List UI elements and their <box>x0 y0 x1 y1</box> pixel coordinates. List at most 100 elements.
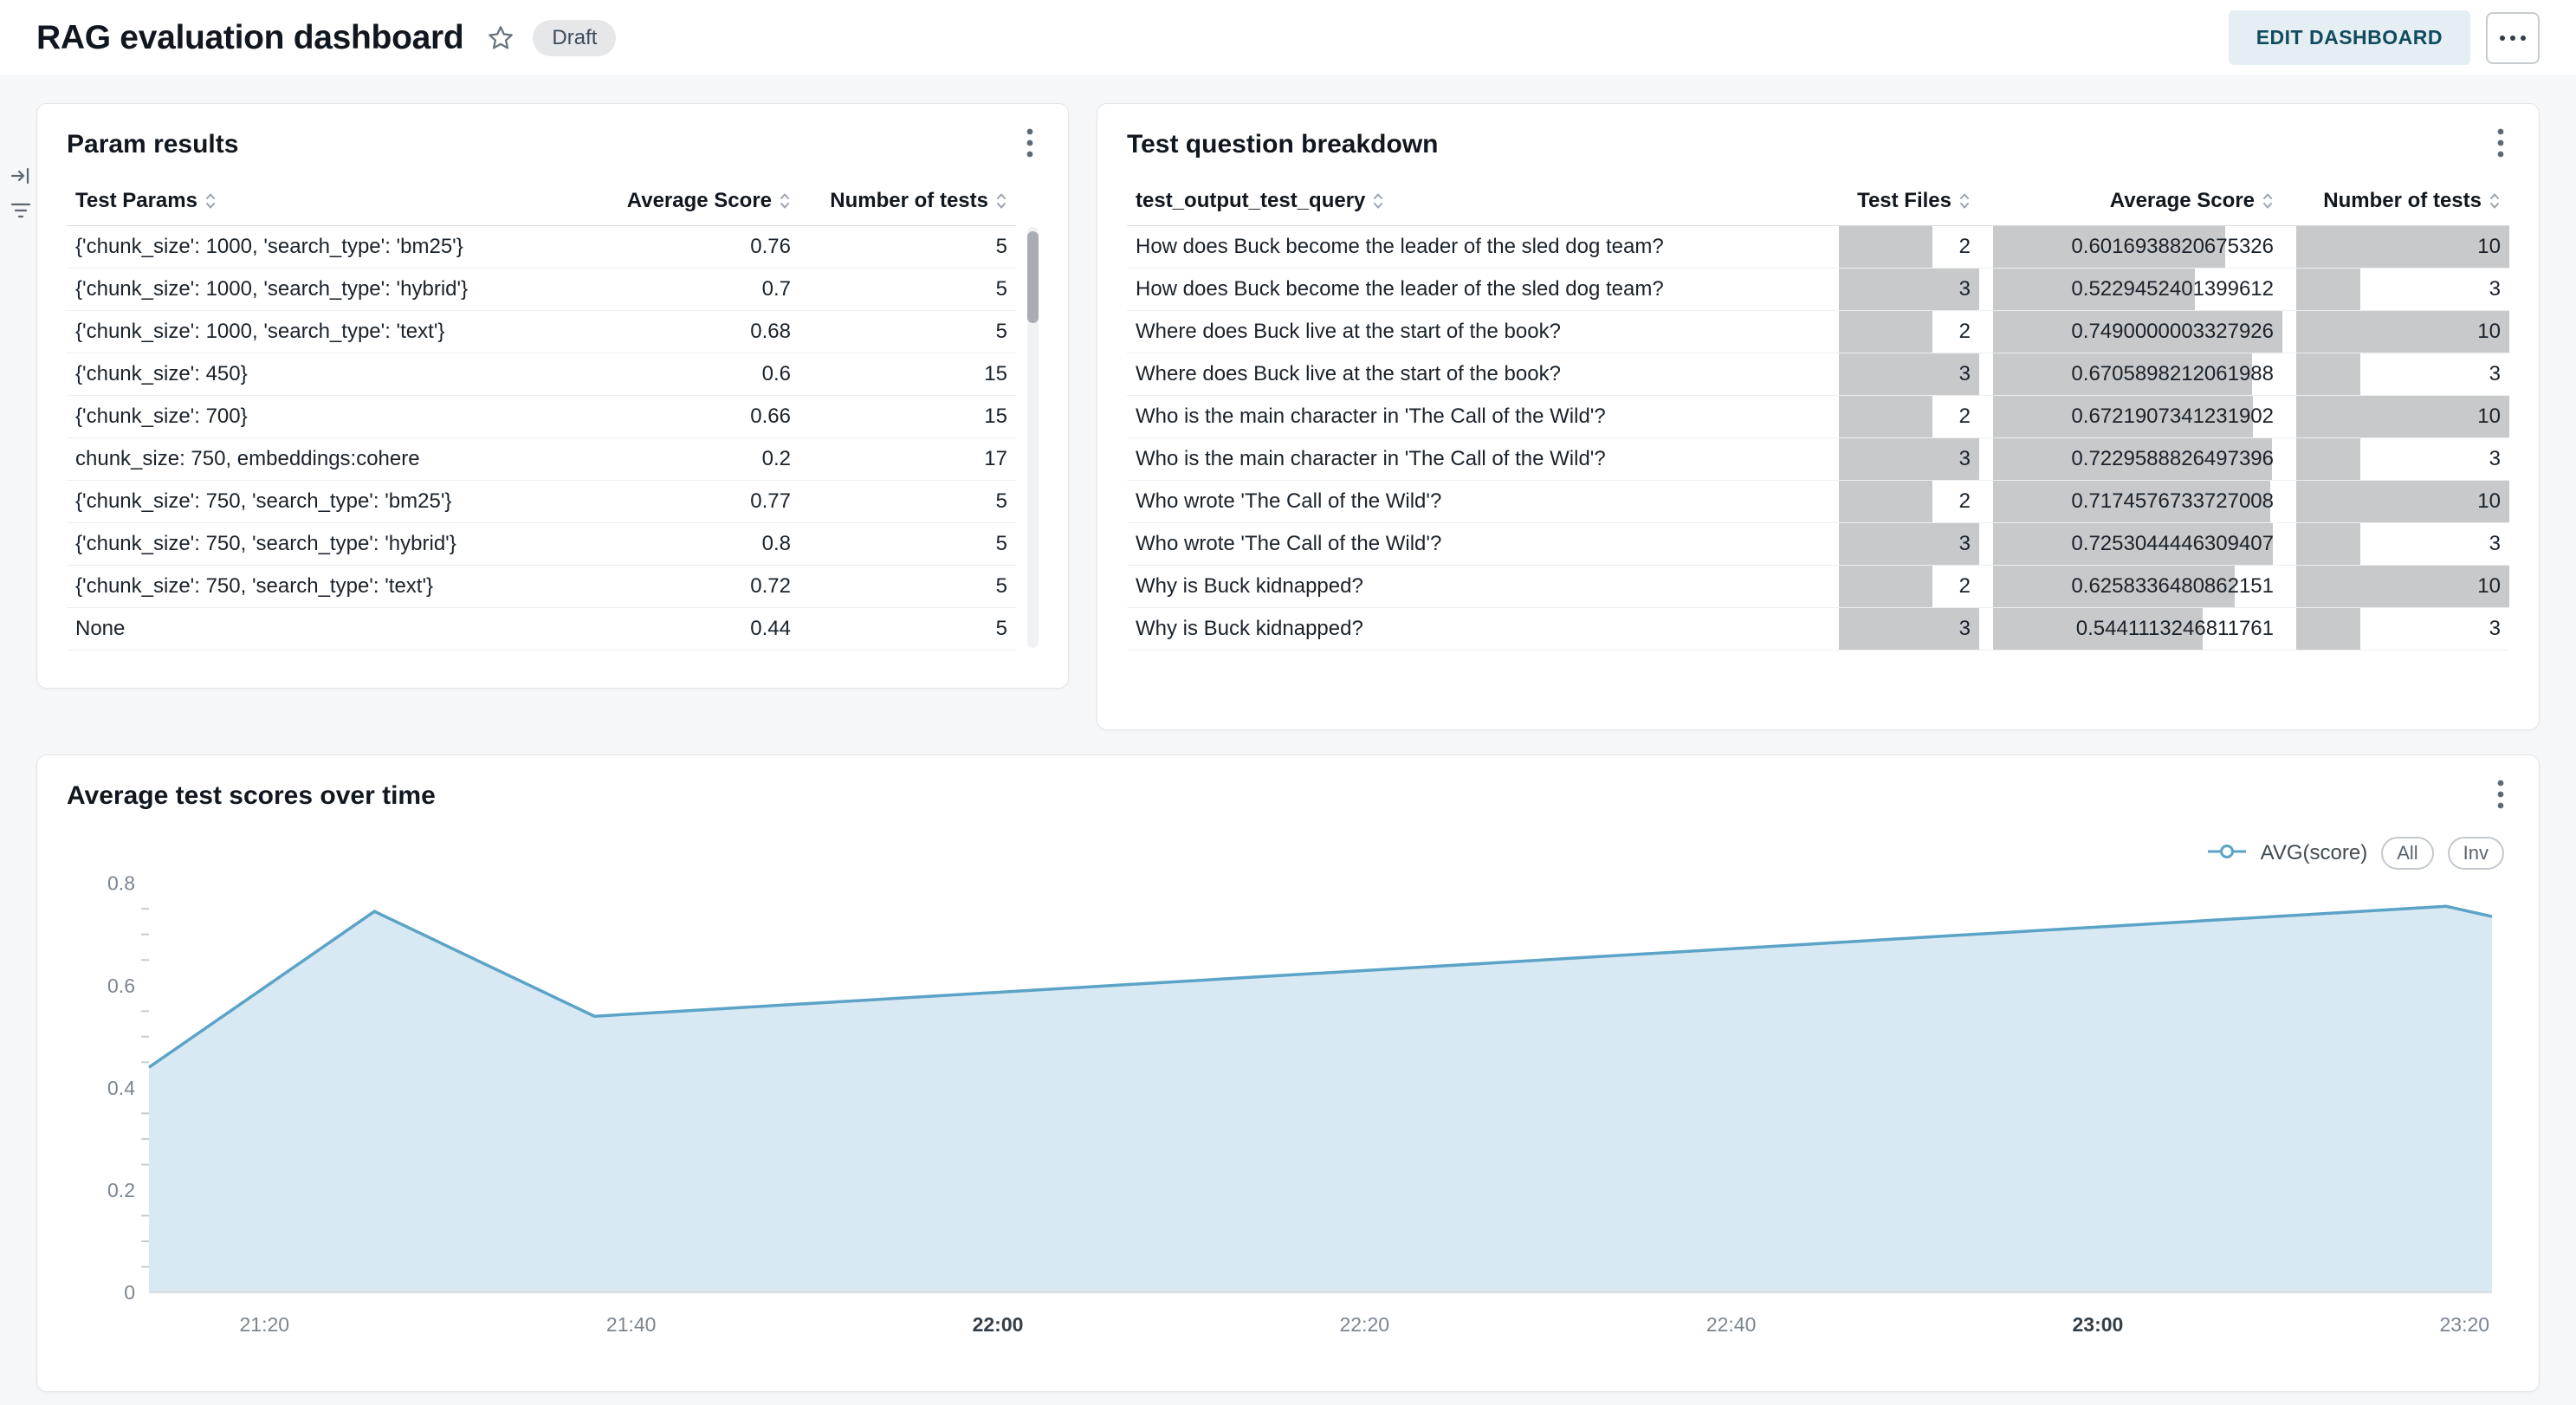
param-table-row: chunk_size: 750, embeddings:cohere 0.2 17 <box>67 437 1016 481</box>
param-results-tbody: {'chunk_size': 1000, 'search_type': 'bm2… <box>67 225 1016 651</box>
favorite-star-icon[interactable] <box>486 23 515 53</box>
data-bar <box>2296 608 2360 650</box>
cell-average-score: 0.5229452401399612 <box>1979 268 2282 311</box>
x-axis-tick-label: 22:20 <box>1340 1313 1390 1336</box>
cell-average-score: 0.7 <box>540 268 799 311</box>
cell-test-files: 3 <box>1825 268 1979 311</box>
scrollbar-thumb[interactable] <box>1027 231 1039 323</box>
cell-average-score: 0.68 <box>540 310 799 353</box>
cell-query: Why is Buck kidnapped? <box>1127 607 1825 651</box>
column-header-average-score[interactable]: Average Score <box>540 177 799 226</box>
expand-panel-icon[interactable] <box>8 163 34 189</box>
data-bar <box>1993 311 2282 353</box>
breakdown-table-row: Who wrote 'The Call of the Wild'? 2 0.7174… <box>1127 480 2509 523</box>
column-header-number-of-tests[interactable]: Number of tests <box>2282 177 2509 226</box>
cell-number-of-tests: 5 <box>799 480 1016 523</box>
chart-kebab-icon[interactable] <box>2483 776 2518 813</box>
legend-series-label[interactable]: AVG(score) <box>2260 841 2368 864</box>
cell-number-of-tests: 5 <box>799 310 1016 353</box>
cell-average-score: 0.66 <box>540 395 799 438</box>
data-bar <box>1839 566 1933 607</box>
cell-number-of-tests: 3 <box>2282 607 2509 651</box>
column-header-test-params[interactable]: Test Params <box>67 177 540 226</box>
cell-average-score: 0.6705898212061988 <box>1979 353 2282 396</box>
sort-icon <box>2489 191 2501 210</box>
data-bar <box>1839 353 1979 395</box>
question-breakdown-title: Test question breakdown <box>1127 130 1439 159</box>
data-bar <box>1993 438 2273 480</box>
param-results-kebab-icon[interactable] <box>1013 125 1047 161</box>
cell-number-of-tests: 5 <box>799 607 1016 651</box>
legend-inv-button[interactable]: Inv <box>2447 837 2504 870</box>
param-table-row: {'chunk_size': 700} 0.66 15 <box>67 395 1016 438</box>
cell-number-of-tests: 3 <box>2282 437 2509 481</box>
data-bar <box>1993 523 2274 565</box>
horizontal-ellipsis-icon <box>2500 35 2526 41</box>
top-header: RAG evaluation dashboard Draft EDIT DASH… <box>0 0 2576 76</box>
cell-number-of-tests: 3 <box>2282 353 2509 396</box>
data-bar <box>1993 353 2252 395</box>
breakdown-table-row: Who is the main character in 'The Call o… <box>1127 437 2509 481</box>
sort-icon <box>779 191 791 210</box>
cell-average-score: 0.6258336480862151 <box>1979 565 2282 608</box>
more-options-button[interactable] <box>2486 11 2540 64</box>
data-bar <box>2296 269 2360 310</box>
data-bar <box>1993 396 2253 437</box>
legend-all-button[interactable]: All <box>2381 837 2434 870</box>
param-table-row: {'chunk_size': 450} 0.6 15 <box>67 353 1016 396</box>
cell-average-score: 0.7229588826497396 <box>1979 437 2282 481</box>
cell-average-score: 0.6721907341231902 <box>1979 395 2282 438</box>
cell-number-of-tests: 15 <box>799 353 1016 396</box>
data-bar <box>2296 481 2509 522</box>
sort-icon <box>2262 191 2274 210</box>
data-bar <box>1993 481 2270 522</box>
param-table-row: {'chunk_size': 750, 'search_type': 'hybr… <box>67 522 1016 566</box>
cell-test-files: 3 <box>1825 607 1979 651</box>
cell-number-of-tests: 17 <box>799 437 1016 481</box>
column-header-average-score[interactable]: Average Score <box>1979 177 2282 226</box>
cell-test-files: 3 <box>1825 522 1979 566</box>
data-bar <box>2296 353 2360 395</box>
cell-number-of-tests: 5 <box>799 565 1016 608</box>
y-axis-tick-label: 0.8 <box>107 872 135 895</box>
cell-average-score: 0.7490000003327926 <box>1979 310 2282 353</box>
column-header-test-files[interactable]: Test Files <box>1825 177 1979 226</box>
data-bar <box>1839 269 1979 310</box>
cell-query: Who is the main character in 'The Call o… <box>1127 395 1825 438</box>
cell-test-params: {'chunk_size': 1000, 'search_type': 'tex… <box>67 310 540 353</box>
y-axis-tick-label: 0.6 <box>107 974 135 997</box>
series-line <box>148 904 2493 1069</box>
cell-query: Who wrote 'The Call of the Wild'? <box>1127 522 1825 566</box>
cell-test-params: {'chunk_size': 750, 'search_type': 'text… <box>67 565 540 608</box>
breakdown-table-row: Why is Buck kidnapped? 2 0.625833648086215… <box>1127 565 2509 608</box>
x-axis-tick-label: 23:00 <box>2072 1313 2123 1336</box>
edit-dashboard-button[interactable]: EDIT DASHBOARD <box>2228 10 2470 65</box>
param-table-row: {'chunk_size': 1000, 'search_type': 'bm2… <box>67 225 1016 269</box>
column-header-test-output-test-query[interactable]: test_output_test_query <box>1127 177 1825 226</box>
column-header-number-of-tests[interactable]: Number of tests <box>799 177 1016 226</box>
x-axis-tick-label: 22:40 <box>1706 1313 1757 1336</box>
breakdown-table-row: Where does Buck live at the start of the… <box>1127 353 2509 396</box>
breakdown-table-row: Why is Buck kidnapped? 3 0.544111324681176… <box>1127 607 2509 651</box>
cell-query: Where does Buck live at the start of the… <box>1127 353 1825 396</box>
y-axis-tick-label: 0.4 <box>107 1077 135 1099</box>
param-table-row: {'chunk_size': 750, 'search_type': 'bm25… <box>67 480 1016 523</box>
cell-number-of-tests: 10 <box>2282 310 2509 353</box>
cell-number-of-tests: 5 <box>799 225 1016 269</box>
param-table-row: None 0.44 5 <box>67 607 1016 651</box>
data-bar <box>1993 226 2226 268</box>
chart-legend: AVG(score) All Inv <box>2207 837 2504 870</box>
vertical-scrollbar[interactable] <box>1027 227 1039 648</box>
cell-test-params: {'chunk_size': 750, 'search_type': 'hybr… <box>67 522 540 566</box>
question-breakdown-kebab-icon[interactable] <box>2483 125 2518 161</box>
filters-icon[interactable] <box>8 197 34 223</box>
cell-average-score: 0.44 <box>540 607 799 651</box>
cell-test-files: 2 <box>1825 225 1979 269</box>
cell-number-of-tests: 10 <box>2282 565 2509 608</box>
data-bar <box>1993 608 2204 650</box>
breakdown-table-row: Where does Buck live at the start of the… <box>1127 310 2509 353</box>
scores-over-time-card: Average test scores over time AVG(score)… <box>36 754 2540 1392</box>
param-results-header-row: Test Params Average Score Number of tests <box>67 177 1016 226</box>
cell-test-params: {'chunk_size': 450} <box>67 353 540 396</box>
cell-average-score: 0.5441113246811761 <box>1979 607 2282 651</box>
